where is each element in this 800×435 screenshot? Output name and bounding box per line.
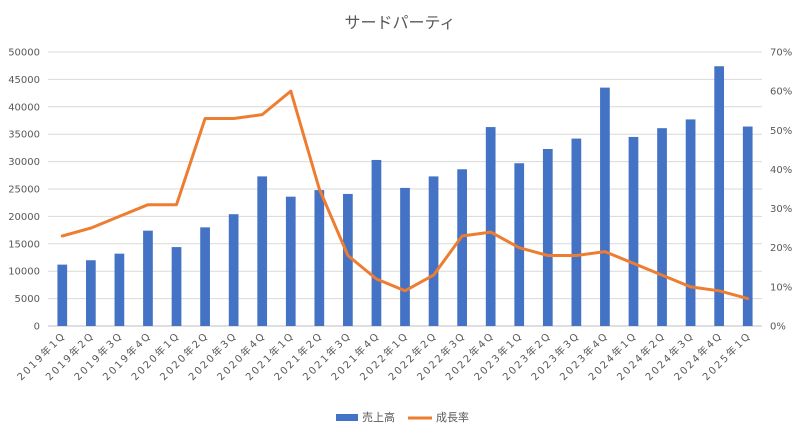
bar (143, 230, 153, 326)
bar (400, 187, 410, 326)
x-axis-tick-label: 2024年2Q (614, 329, 668, 383)
x-axis-tick-label: 2021年1Q (243, 329, 297, 383)
x-axis-tick-label: 2019年1Q (14, 329, 68, 383)
chart-title: サードパーティ (344, 13, 455, 32)
legend-label: 売上高 (362, 410, 395, 424)
x-axis-tick-label: 2021年2Q (271, 329, 325, 383)
left-axis-tick-label: 35000 (8, 130, 40, 141)
bar (285, 196, 296, 326)
x-axis-tick-label: 2023年2Q (500, 329, 554, 383)
left-axis-tick-label: 0 (34, 322, 40, 333)
left-axis-tick-label: 45000 (8, 75, 40, 86)
bar (200, 227, 210, 326)
x-axis-tick-label: 2019年2Q (43, 329, 97, 383)
growth-rate-line (60, 89, 750, 301)
left-axis-tick-label: 40000 (8, 102, 40, 113)
bar (542, 148, 553, 326)
bar (600, 87, 610, 327)
bar (371, 159, 382, 326)
left-axis-tick-label: 30000 (8, 157, 40, 168)
x-axis: 2019年1Q2019年2Q2019年3Q2019年4Q2020年1Q2020年… (14, 329, 754, 383)
x-axis-tick-label: 2022年3Q (414, 329, 468, 383)
x-axis-tick-label: 2020年1Q (128, 329, 182, 383)
x-axis-tick-label: 2021年3Q (300, 329, 354, 383)
bar (628, 136, 639, 326)
x-axis-tick-label: 2024年4Q (671, 329, 725, 383)
bar (485, 127, 496, 327)
x-axis-tick-label: 2022年4Q (443, 329, 497, 383)
bar (171, 247, 182, 326)
left-axis-tick-label: 20000 (8, 212, 40, 223)
legend-item-growth: 成長率 (408, 410, 469, 424)
legend: 売上高 成長率 (336, 410, 469, 424)
left-axis-tick-label: 5000 (15, 294, 40, 305)
bar (714, 66, 725, 327)
right-axis-tick-label: 30% (770, 204, 792, 215)
right-y-axis: 0% 10% 20% 30% 40% 50% 60% 70% (770, 48, 792, 333)
x-axis-tick-label: 2025年1Q (700, 329, 754, 383)
bar (114, 253, 125, 326)
x-axis-tick-label: 2022年2Q (385, 329, 439, 383)
x-axis-tick-label: 2022年1Q (357, 329, 411, 383)
left-axis-tick-label: 15000 (8, 239, 40, 250)
right-axis-tick-label: 0% (770, 322, 786, 333)
bar (314, 190, 325, 326)
right-axis-tick-label: 60% (770, 87, 792, 98)
left-y-axis: 0 5000 10000 15000 20000 25000 30000 35000 40000… (8, 48, 40, 333)
bar (657, 128, 667, 326)
bar (228, 214, 239, 326)
x-axis-tick-label: 2020年2Q (157, 329, 211, 383)
x-axis-tick-label: 2024年1Q (585, 329, 639, 383)
bar (343, 193, 353, 326)
x-axis-tick-label: 2019年3Q (71, 329, 125, 383)
right-axis-tick-label: 50% (770, 126, 792, 137)
x-axis-tick-label: 2024年3Q (642, 329, 696, 383)
x-axis-tick-label: 2021年4Q (328, 329, 382, 383)
bar (685, 119, 696, 327)
x-axis-tick-label: 2023年3Q (528, 329, 582, 383)
bar (742, 126, 753, 326)
legend-swatch-bar (336, 414, 358, 421)
bar (571, 138, 582, 326)
bar (85, 260, 96, 326)
bar (514, 163, 525, 326)
x-axis-tick-label: 2019年4Q (100, 329, 154, 383)
right-axis-tick-label: 40% (770, 165, 792, 176)
bar (457, 169, 467, 326)
left-axis-tick-label: 25000 (8, 185, 40, 196)
legend-item-sales: 売上高 (336, 410, 395, 424)
x-axis-tick-label: 2020年3Q (186, 329, 240, 383)
x-axis-tick-label: 2023年1Q (471, 329, 525, 383)
right-axis-tick-label: 20% (770, 243, 792, 254)
bar (257, 176, 268, 326)
legend-label: 成長率 (436, 410, 469, 424)
right-axis-tick-label: 70% (770, 48, 792, 59)
bar (428, 176, 439, 326)
x-axis-tick-label: 2020年4Q (214, 329, 268, 383)
right-axis-tick-label: 10% (770, 282, 792, 293)
left-axis-tick-label: 50000 (8, 48, 40, 59)
line-series (60, 89, 750, 301)
bar (57, 264, 68, 326)
bar-series (57, 66, 753, 327)
left-axis-tick-label: 10000 (8, 267, 40, 278)
x-axis-tick-label: 2023年4Q (557, 329, 611, 383)
